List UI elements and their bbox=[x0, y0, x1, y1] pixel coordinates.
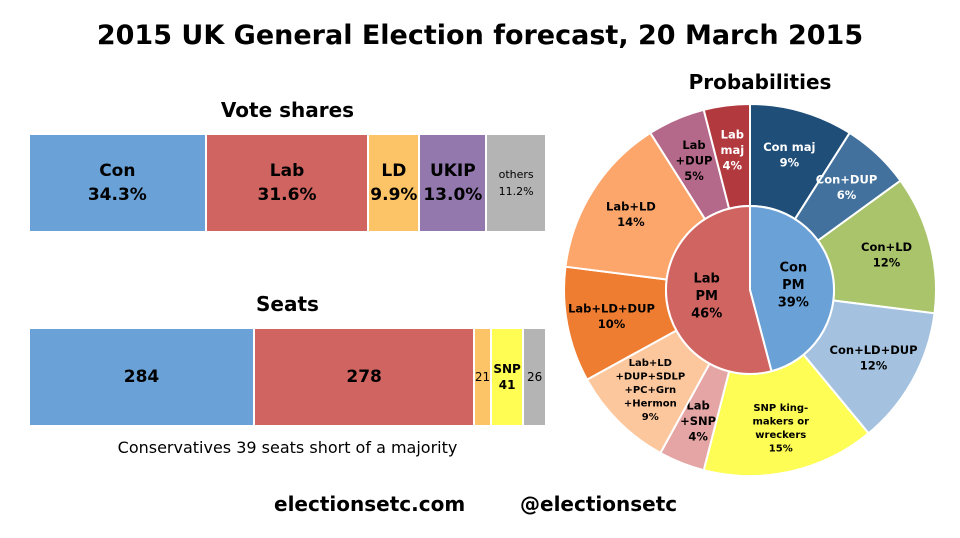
pie-outer-label: wreckers bbox=[755, 430, 806, 441]
pie-outer-label: Lab+LD bbox=[629, 358, 672, 369]
pie-outer-label: Lab bbox=[686, 399, 709, 413]
pie-outer-label: 14% bbox=[617, 215, 645, 229]
pie-outer-label: Con+DUP bbox=[816, 172, 877, 186]
pie-outer-label: maj bbox=[720, 143, 744, 157]
vote-shares-bar: Con 34.3% Lab 31.6% LD 9.9% UKIP 13.0% others 11.… bbox=[30, 134, 545, 231]
footer-handle: @electionsetc bbox=[520, 492, 678, 516]
vote-bar-segment: LD 9.9% bbox=[369, 135, 421, 231]
pie-outer-label: Lab bbox=[721, 128, 744, 142]
seats-segment-value: 26 bbox=[527, 370, 543, 384]
pie-outer-label: 4% bbox=[688, 430, 708, 444]
pie-outer-label: +PC+Grn bbox=[624, 385, 676, 396]
seats-bar-segment: 284 bbox=[30, 329, 255, 425]
pie-outer-label: +DUP+SDLP bbox=[615, 372, 685, 383]
seats-bar-segment: 26 bbox=[524, 329, 545, 425]
pie-inner-label: Lab bbox=[693, 272, 719, 287]
seats-title: Seats bbox=[256, 292, 319, 316]
pie-outer-label: Lab+LD bbox=[606, 200, 656, 214]
vote-segment-value: 11.2% bbox=[498, 185, 534, 198]
pie-inner-label: 46% bbox=[691, 307, 722, 322]
vote-segment-label: Lab bbox=[269, 161, 305, 181]
pie-inner-label: 39% bbox=[778, 295, 809, 310]
seats-segment-value: 284 bbox=[123, 367, 160, 387]
pie-outer-label: 12% bbox=[873, 256, 901, 270]
pie-outer-label: 6% bbox=[837, 188, 857, 202]
seats-segment-label: SNP bbox=[493, 362, 521, 376]
pie-outer-label: 9% bbox=[780, 155, 800, 169]
pie-inner-slice bbox=[749, 204, 835, 373]
footer-site: electionsetc.com bbox=[274, 492, 466, 516]
pie-outer-label: 10% bbox=[598, 317, 626, 331]
seats-segment-value: 41 bbox=[498, 378, 516, 392]
pie-outer-label: makers or bbox=[753, 416, 810, 427]
seats-segment-value: 21 bbox=[474, 370, 491, 384]
vote-segment-value: 34.3% bbox=[87, 185, 147, 205]
pie-outer-label: 4% bbox=[723, 159, 743, 173]
pie-inner-slice bbox=[665, 204, 773, 375]
vote-segment-label: Con bbox=[99, 161, 136, 181]
pie-outer-label: SNP king- bbox=[753, 403, 808, 414]
vote-segment-label: UKIP bbox=[429, 161, 476, 181]
vote-bar-segment: UKIP 13.0% bbox=[420, 135, 488, 231]
vote-shares-title: Vote shares bbox=[220, 98, 355, 122]
pie-outer-label: 5% bbox=[684, 169, 704, 183]
vote-bar-segment: others 11.2% bbox=[487, 135, 545, 231]
vote-segment-label: others bbox=[498, 168, 534, 181]
vote-segment-value: 13.0% bbox=[423, 185, 483, 205]
pie-outer-label: Con+LD+DUP bbox=[830, 343, 918, 357]
vote-bar-segment: Lab 31.6% bbox=[206, 135, 370, 231]
seats-bar: 284 278 21 SNP 41 26 bbox=[30, 328, 545, 425]
pie-outer-label: 12% bbox=[860, 359, 888, 373]
pie-outer-label: 9% bbox=[642, 412, 659, 423]
pie-inner-label: Con bbox=[779, 260, 807, 275]
seats-bar-segment: SNP 41 bbox=[491, 329, 525, 425]
page-title: 2015 UK General Election forecast, 20 Ma… bbox=[96, 20, 864, 51]
seats-bar-segment: 278 bbox=[255, 329, 476, 425]
seats-segment-value: 278 bbox=[346, 367, 382, 387]
majority-note: Conservatives 39 seats short of a majori… bbox=[117, 438, 458, 457]
pie-outer-label: 15% bbox=[769, 443, 793, 454]
vote-segment-value: 31.6% bbox=[257, 185, 317, 205]
vote-segment-value: 9.9% bbox=[370, 185, 418, 205]
pie-outer-label: +DUP bbox=[676, 154, 713, 168]
pie-outer-label: Con+LD bbox=[861, 240, 912, 254]
vote-bar-segment: Con 34.3% bbox=[30, 135, 207, 231]
seats-bar-segment: 21 bbox=[475, 329, 492, 425]
pie-inner-label: PM bbox=[782, 278, 804, 293]
pie-outer-label: +SNP bbox=[680, 414, 716, 428]
pie-inner-label: PM bbox=[695, 289, 717, 304]
pie-outer-label: Lab bbox=[682, 138, 705, 152]
probabilities-title: Probabilities bbox=[688, 70, 832, 94]
pie-outer-label: +Hermon bbox=[624, 399, 677, 410]
pie-outer-label: Lab+LD+DUP bbox=[568, 302, 655, 316]
vote-segment-label: LD bbox=[381, 161, 407, 181]
pie-outer-label: Con maj bbox=[763, 140, 815, 154]
